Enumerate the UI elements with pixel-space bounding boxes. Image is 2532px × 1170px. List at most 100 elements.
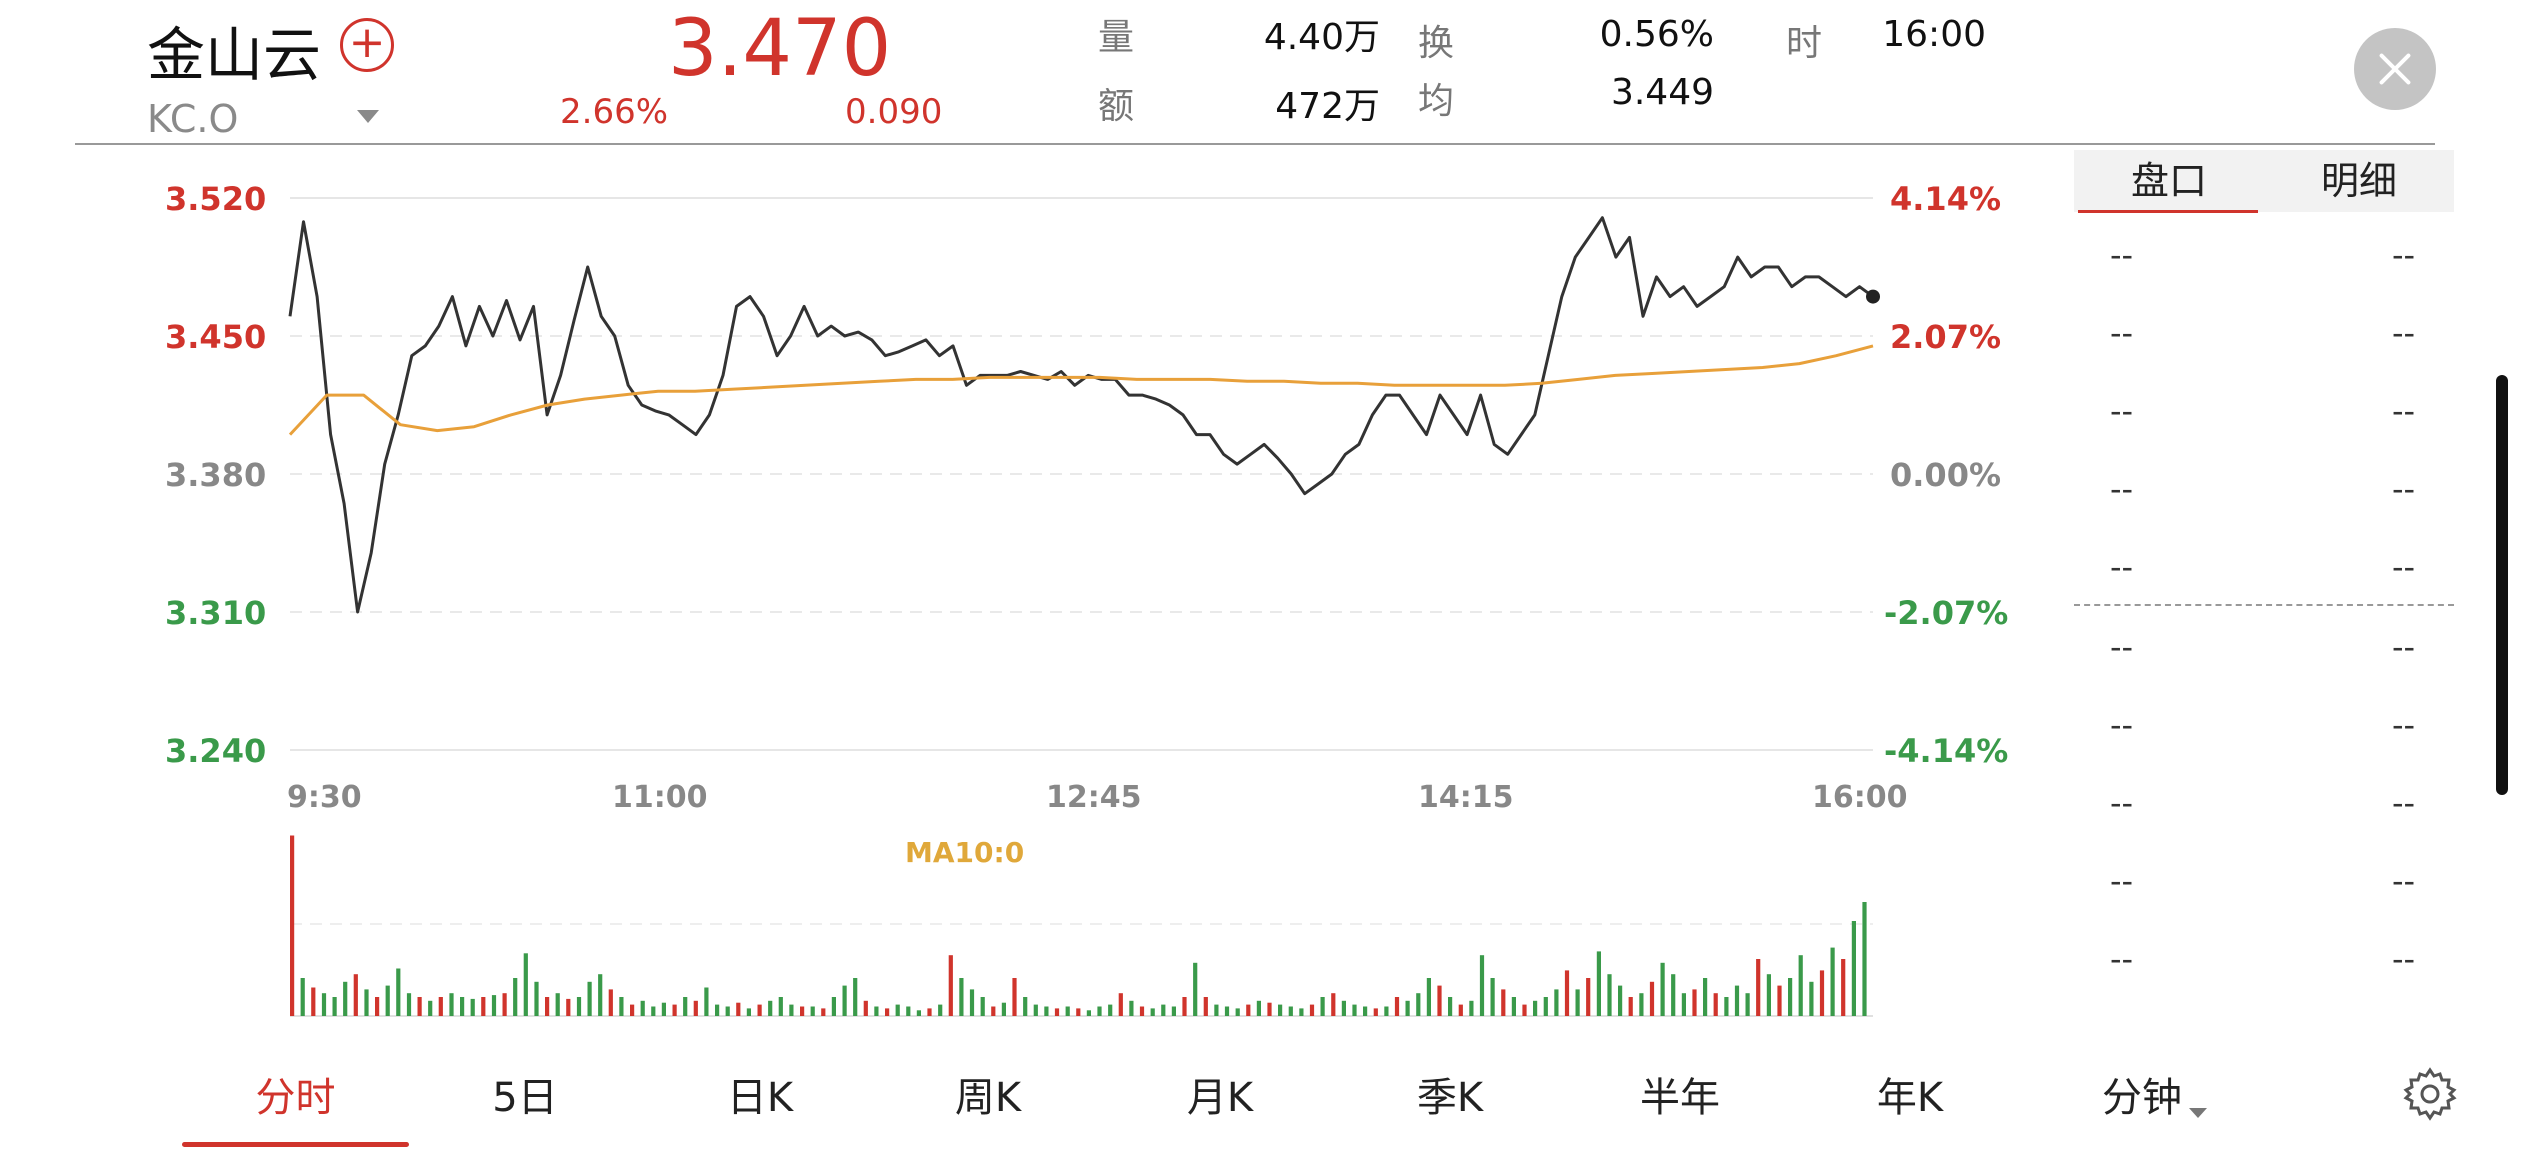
turnover-label: 换 xyxy=(1418,23,1455,64)
volume-bar xyxy=(1448,997,1453,1016)
chevron-down-icon[interactable] xyxy=(2189,1108,2207,1118)
volume-bar xyxy=(311,987,316,1016)
volume-bar xyxy=(1671,974,1676,1016)
volume-bar xyxy=(1522,1004,1527,1016)
volume-bar xyxy=(1756,959,1761,1016)
volume-bar xyxy=(566,998,571,1016)
tab-intraday[interactable]: 分时 xyxy=(255,1075,336,1121)
time-value: 16:00 xyxy=(1882,14,1986,55)
tab-daily-k[interactable]: 日K xyxy=(726,1075,794,1121)
volume-bar xyxy=(853,978,858,1016)
volume-bar xyxy=(481,997,486,1016)
volume-bar xyxy=(1001,1002,1006,1016)
volume-bar xyxy=(587,981,592,1016)
volume-bar xyxy=(534,981,539,1016)
order-book-volume: -- xyxy=(2392,548,2416,586)
volume-bar xyxy=(1352,1004,1357,1016)
y-left-label: 3.450 xyxy=(165,318,267,356)
volume-bar xyxy=(980,997,985,1016)
tab-yearly-k[interactable]: 年K xyxy=(1876,1075,1944,1121)
volume-bar xyxy=(842,985,847,1016)
order-book-volume: -- xyxy=(2392,784,2416,822)
tab-quarterly-k[interactable]: 季K xyxy=(1416,1075,1484,1121)
volume-bar xyxy=(1118,993,1123,1016)
stock-code[interactable]: KC.O xyxy=(147,97,239,141)
volume-bar xyxy=(1660,962,1665,1016)
header-divider xyxy=(75,143,2435,145)
volume-bar xyxy=(1054,1008,1060,1016)
volume-bar xyxy=(1171,1006,1176,1016)
volume-bar xyxy=(1501,989,1506,1016)
volume-bar xyxy=(1777,985,1782,1016)
volume-bar xyxy=(640,1000,645,1016)
volume-bar xyxy=(683,997,688,1016)
volume-bar xyxy=(1108,1004,1113,1016)
volume-ma-label: MA10:0 xyxy=(905,836,1025,869)
volume-bar xyxy=(1830,947,1835,1016)
volume-bar xyxy=(651,1006,656,1016)
volume-bar xyxy=(757,1004,762,1016)
gear-icon[interactable] xyxy=(2402,1066,2458,1122)
volume-bar xyxy=(470,998,475,1016)
volume-bar xyxy=(1809,981,1814,1016)
x-tick-label: 14:15 xyxy=(1418,780,1514,815)
volume-bar xyxy=(1256,1000,1261,1016)
volume-bar xyxy=(768,1000,773,1016)
volume-bar xyxy=(1788,978,1793,1016)
y-left-label: 3.310 xyxy=(165,594,267,632)
panel-tab-underline xyxy=(2078,210,2258,213)
volume-bar xyxy=(1862,902,1867,1016)
volume-bar xyxy=(1681,993,1686,1016)
volume-bar xyxy=(1182,997,1187,1016)
tab-minute[interactable]: 分钟 xyxy=(2102,1075,2182,1121)
tab-half-year[interactable]: 半年 xyxy=(1640,1075,1720,1121)
volume-bar xyxy=(1851,921,1856,1016)
volume-bar xyxy=(1150,1008,1155,1016)
volume-bar xyxy=(1384,1006,1389,1016)
volume-bar xyxy=(1586,978,1591,1016)
volume-bar xyxy=(1246,1004,1251,1016)
change-percent: 2.66% xyxy=(560,92,669,132)
volume-bar xyxy=(948,955,953,1016)
order-book-price: -- xyxy=(2110,862,2134,900)
order-book-price: -- xyxy=(2110,628,2134,666)
change-amount: 0.090 xyxy=(845,92,943,132)
volume-bar xyxy=(810,1006,815,1016)
volume-bar xyxy=(1596,951,1601,1016)
volume-bar xyxy=(598,974,603,1016)
active-tab-underline xyxy=(182,1142,409,1147)
order-book-price: -- xyxy=(2110,548,2134,586)
volume-bar xyxy=(874,1006,879,1016)
volume-bar xyxy=(1224,1006,1230,1016)
volume-bar xyxy=(1309,1004,1315,1016)
volume-bar xyxy=(1023,997,1028,1016)
plus-circle-icon[interactable]: + xyxy=(340,18,394,72)
chevron-down-icon[interactable] xyxy=(357,110,379,123)
volume-bar xyxy=(1745,993,1750,1016)
scrollbar[interactable] xyxy=(2496,375,2508,795)
volume-bar xyxy=(608,989,613,1016)
y-right-label: -4.14% xyxy=(1884,732,2009,770)
tab-weekly-k[interactable]: 周K xyxy=(954,1075,1022,1121)
volume-bar xyxy=(1543,997,1548,1016)
x-tick-label: 12:45 xyxy=(1046,780,1142,815)
tab-order-book[interactable]: 盘口 xyxy=(2130,159,2207,203)
tab-trade-detail[interactable]: 明细 xyxy=(2320,159,2397,203)
tab-monthly-k[interactable]: 月K xyxy=(1186,1075,1254,1121)
volume-bar xyxy=(290,835,295,1016)
order-book-price: -- xyxy=(2110,784,2134,822)
volume-bar xyxy=(1703,978,1708,1016)
volume-bar xyxy=(895,1004,900,1016)
volume-bar xyxy=(1267,1002,1272,1016)
order-book-price: -- xyxy=(2110,236,2134,274)
y-left-label: 3.240 xyxy=(165,732,267,770)
volume-bar xyxy=(1734,985,1740,1016)
volume-bar xyxy=(1639,993,1644,1016)
volume-bar xyxy=(1288,1006,1293,1016)
volume-bar xyxy=(1458,1004,1463,1016)
tab-5day[interactable]: 5日 xyxy=(492,1075,558,1121)
volume-bar xyxy=(736,1002,741,1016)
close-icon[interactable] xyxy=(2354,28,2436,110)
volume-bar xyxy=(1533,1000,1538,1016)
